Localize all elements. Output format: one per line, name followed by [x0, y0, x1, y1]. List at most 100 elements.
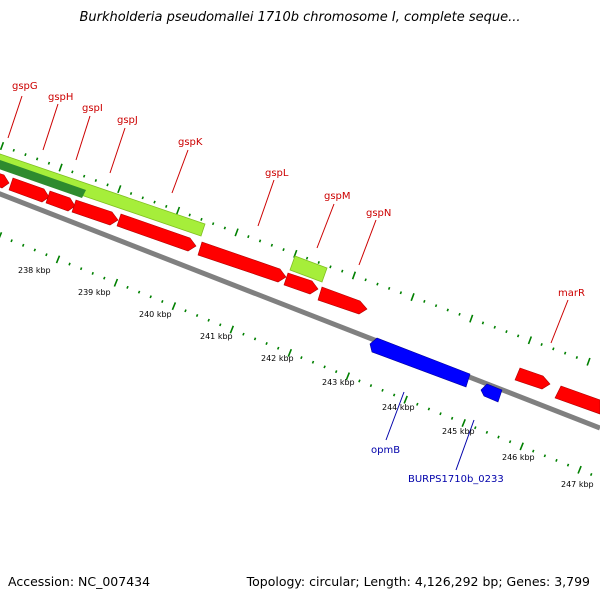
kbp-label-247: 247 kbp	[561, 480, 594, 489]
leader-gspG	[7, 95, 23, 139]
inner-track-tick	[555, 458, 558, 462]
outer-track-tick	[575, 356, 579, 359]
chromosome-backbone	[0, 191, 600, 431]
outer-track-tick	[341, 269, 344, 273]
leader-marR	[550, 299, 569, 344]
inner-track-tick	[497, 435, 500, 439]
inner-track-tick	[532, 449, 535, 453]
inner-track-tick	[323, 365, 326, 369]
gene-arrow-gspL[interactable]	[197, 241, 287, 283]
leader-gspI	[75, 115, 91, 161]
outer-track-tick	[351, 271, 357, 280]
gene-label-gspN[interactable]: gspN	[366, 208, 391, 219]
inner-track-tick	[55, 255, 61, 264]
outer-track-tick	[141, 196, 144, 200]
gene-arrow-gspH[interactable]	[45, 190, 76, 212]
gene-arrow-gspI[interactable]	[71, 199, 119, 226]
inner-track-tick	[229, 325, 235, 334]
outer-track-tick	[317, 261, 320, 264]
leader-gspL	[257, 179, 275, 227]
outer-track-tick	[165, 204, 168, 208]
outer-track-tick	[117, 185, 122, 194]
gene-arrow-marR[interactable]	[514, 367, 551, 390]
gene-labels: gspG gspH gspI gspJ gspK gspL gspM gspN …	[12, 81, 585, 485]
outer-track-tick	[410, 293, 415, 302]
gene-label-gspL[interactable]: gspL	[265, 168, 289, 179]
leader-gspH	[42, 103, 59, 151]
outer-track-tick	[399, 291, 403, 295]
feature-bar-light-2	[289, 255, 328, 283]
feature-track	[0, 153, 328, 283]
outer-track-tick	[481, 321, 485, 325]
inner-track-tick	[103, 276, 106, 280]
inner-track-tick	[403, 395, 408, 404]
outer-track-tick	[458, 312, 461, 316]
outer-track-tick	[58, 163, 63, 172]
outer-track-tick	[270, 243, 274, 247]
outer-track-tick	[469, 314, 474, 323]
outer-track-tick	[376, 282, 379, 286]
inner-track-tick	[519, 442, 524, 451]
gene-label-opmB[interactable]: opmB	[371, 445, 400, 456]
outer-track-tick	[106, 183, 109, 187]
inner-track-tick	[416, 402, 419, 406]
kbp-label-241: 241 kbp	[200, 332, 233, 341]
outer-track-tick	[82, 174, 86, 178]
gene-label-gspM[interactable]: gspM	[324, 191, 351, 202]
gene-label-marR[interactable]: marR	[558, 288, 585, 299]
outer-track-tick	[0, 141, 5, 151]
kbp-label-246: 246 kbp	[502, 453, 535, 462]
inner-track-tick	[474, 426, 477, 430]
gene-arrow-gspM[interactable]	[283, 272, 319, 295]
inner-track-tick	[392, 393, 396, 397]
gene-arrow-gspG[interactable]	[8, 177, 50, 203]
outer-track-tick	[586, 357, 591, 366]
outer-track-tick	[434, 304, 438, 308]
outer-track-tick	[24, 153, 27, 157]
gene-label-gspI[interactable]: gspI	[82, 103, 103, 114]
outer-track-tick	[129, 192, 133, 195]
inner-track-tick	[543, 454, 547, 458]
kbp-label-245: 245 kbp	[442, 427, 475, 436]
gene-label-burps1710b-0233[interactable]: BURPS1710b_0233	[408, 474, 504, 485]
gene-label-gspJ[interactable]: gspJ	[117, 115, 138, 126]
outer-track-tick	[540, 343, 543, 346]
inner-track-tick	[577, 465, 582, 474]
gene-label-gspG[interactable]: gspG	[12, 81, 38, 92]
gene-label-gspK[interactable]: gspK	[178, 137, 203, 148]
inner-track-tick	[79, 267, 83, 271]
gene-arrow-gspN[interactable]	[317, 286, 368, 315]
inner-track-tick	[311, 360, 315, 364]
inner-track-tick	[45, 253, 48, 257]
gene-arrow-burps1710b-0233[interactable]	[480, 383, 503, 403]
gene-label-gspH[interactable]: gspH	[48, 92, 73, 103]
inner-track-tick	[161, 299, 164, 304]
scale-labels: 238 kbp 239 kbp 240 kbp 241 kbp 242 kbp …	[18, 266, 594, 489]
inner-track-tick	[450, 416, 454, 420]
feature-bar-dark-1	[0, 160, 86, 198]
inner-track-tick	[358, 379, 361, 383]
inner-track-tick	[253, 337, 257, 341]
outer-track-tick	[516, 334, 520, 338]
outer-track-tick	[71, 170, 74, 174]
gene-arrow-red-last[interactable]	[554, 385, 600, 415]
leader-gspM	[316, 203, 335, 249]
outer-track-tick	[94, 179, 98, 182]
inner-track-tick	[68, 262, 71, 266]
inner-track-tick	[508, 440, 512, 444]
tick-tracks	[0, 141, 593, 477]
kbp-label-243: 243 kbp	[322, 378, 355, 387]
inner-track-tick	[21, 243, 25, 247]
outer-track-tick	[223, 226, 227, 230]
outer-track-tick	[505, 330, 508, 334]
inner-track-tick	[242, 332, 245, 336]
gene-arrow-red-0[interactable]	[0, 172, 10, 189]
kbp-label-244: 244 kbp	[382, 403, 415, 412]
gene-arrow-opmB[interactable]	[369, 337, 471, 388]
inner-track-tick	[113, 278, 119, 287]
kbp-label-240: 240 kbp	[139, 310, 172, 319]
leader-opmB	[385, 391, 405, 441]
outer-track-tick	[423, 299, 426, 303]
gene-arrow-gspJ-K[interactable]	[116, 213, 197, 252]
